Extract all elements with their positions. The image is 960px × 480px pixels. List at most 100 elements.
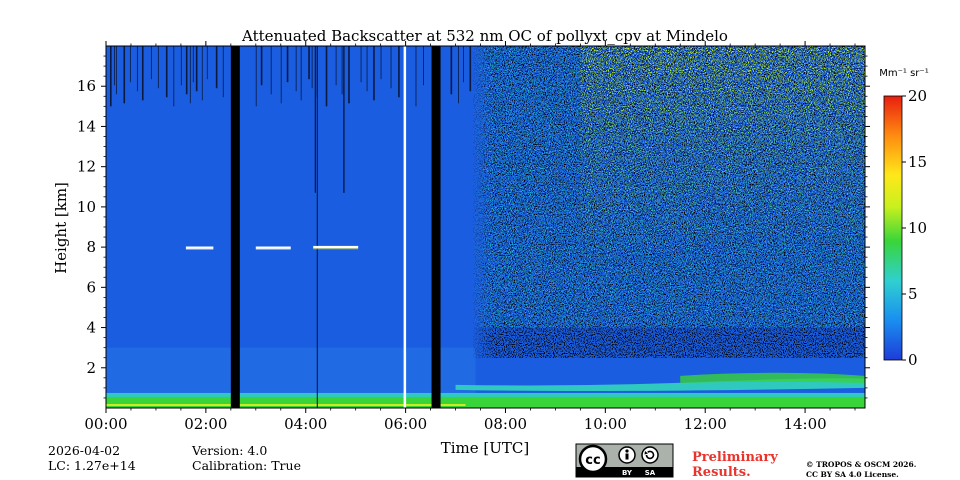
y-axis: 2 4 6 8 10 12 14 16 [77, 55, 870, 399]
colorbar-tick-label: 5 [908, 285, 918, 303]
y-tick-label: 10 [77, 198, 96, 216]
gap-stripe [341, 46, 343, 95]
x-axis-label: Time [UTC] [441, 439, 530, 457]
cc-badge-text: cc [585, 453, 600, 468]
sa-text: SA [645, 469, 656, 477]
plot-area [106, 46, 865, 408]
gap-stripe [308, 46, 310, 80]
gap-stripe [415, 46, 417, 107]
gap-stripe [450, 46, 453, 95]
data-gap-1 [230, 46, 240, 408]
gap-stripe [366, 46, 368, 92]
gap-stripe [325, 46, 328, 107]
gap-stripe [201, 46, 203, 101]
gap-stripe [215, 46, 218, 89]
colorbar-tick-label: 20 [908, 87, 927, 105]
footer-calibration: Calibration: True [192, 458, 301, 473]
gap-stripe [348, 46, 350, 104]
gap-stripe [192, 46, 194, 83]
noise-upper [580, 46, 865, 248]
upper-data-gaps [109, 46, 472, 408]
gap-stripe [115, 46, 117, 95]
results-label: Results. [692, 465, 751, 480]
gap-stripe [157, 46, 159, 89]
x-axis: 00:00 02:00 04:00 06:00 08:00 10:00 12:00 14:00 [84, 41, 856, 433]
x-tick-label: 14:00 [783, 415, 826, 433]
y-tick-label: 6 [86, 278, 96, 296]
gap-stripe [255, 46, 257, 107]
gap-stripe [206, 46, 208, 80]
gap-stripe [141, 46, 144, 101]
gap-stripe [360, 46, 362, 83]
colorbar-tick-label: 10 [908, 219, 927, 237]
gap-stripe [311, 46, 313, 89]
gap-stripe [113, 46, 115, 86]
boundary-layer-green [106, 396, 865, 408]
gap-stripe [316, 46, 318, 408]
gap-stripe [469, 46, 472, 92]
data-gap-2 [431, 46, 441, 408]
gap-stripe [390, 46, 392, 89]
x-tick-label: 00:00 [84, 415, 127, 433]
gap-stripe [123, 46, 126, 104]
gap-stripe [295, 46, 297, 92]
colorbar-tick-label: 15 [908, 153, 927, 171]
y-tick-label: 4 [86, 319, 96, 337]
cc-license-badge: cc BY SA [575, 443, 674, 478]
gap-stripe [373, 46, 375, 101]
copyright-text: © TROPOS & OSCM 2026. [806, 460, 916, 469]
gap-stripe [314, 46, 316, 193]
x-tick-label: 04:00 [284, 415, 327, 433]
preliminary-label: Preliminary [692, 450, 778, 465]
noise-speckle-yellow [580, 46, 865, 248]
gap-stripe [189, 46, 191, 104]
footer-version: Version: 4.0 [191, 443, 267, 458]
license-text: CC BY SA 4.0 License. [806, 470, 899, 479]
cc-icon [578, 444, 608, 474]
colorbar [883, 95, 903, 361]
x-tick-label: 10:00 [584, 415, 627, 433]
y-axis-label: Height [km] [52, 182, 70, 274]
x-tick-label: 02:00 [184, 415, 227, 433]
gap-stripe [280, 46, 282, 104]
cloud-layer-2 [255, 246, 291, 249]
cloud-layer-1 [185, 246, 214, 249]
y-tick-label: 14 [77, 117, 96, 135]
gap-stripe [185, 46, 188, 95]
gap-stripe [195, 46, 198, 92]
footer-lidar-constant: LC: 1.27e+14 [48, 458, 136, 473]
gap-stripe [173, 46, 175, 107]
x-tick-label: 06:00 [384, 415, 427, 433]
cloud-layer-edge-2 [255, 248, 291, 250]
gap-stripe [398, 46, 400, 98]
gap-stripe [180, 46, 182, 86]
colorbar-unit-label: Mm⁻¹ sr⁻¹ [879, 68, 928, 79]
gap-stripe [343, 46, 345, 193]
chart-title: Attenuated Backscatter at 532 nm OC of p… [241, 27, 728, 45]
gap-stripe [463, 46, 464, 83]
gap-stripe [109, 46, 112, 107]
gap-stripe [260, 46, 263, 86]
by-text: BY [622, 469, 633, 477]
gap-stripe [380, 46, 382, 80]
y-tick-label: 8 [86, 238, 96, 256]
gap-stripe [136, 46, 138, 92]
gap-stripe [458, 46, 459, 104]
x-tick-label: 08:00 [484, 415, 527, 433]
gap-stripe [300, 46, 302, 101]
aerosol-layer-upper [680, 372, 865, 383]
y-tick-label: 12 [77, 158, 96, 176]
gap-stripe [165, 46, 168, 98]
cloud-layer-edge-3 [313, 248, 359, 250]
gap-stripe [270, 46, 272, 95]
gap-stripe [335, 46, 337, 86]
cloud-layer-3 [313, 245, 359, 249]
gap-stripe [423, 46, 424, 86]
y-tick-label: 16 [77, 77, 96, 95]
surface-layer-yellow [106, 404, 466, 406]
colorbar-tick-label: 0 [908, 351, 918, 369]
missing-profile-1 [403, 46, 407, 408]
gap-stripe [222, 46, 224, 98]
gap-stripe [150, 46, 152, 80]
